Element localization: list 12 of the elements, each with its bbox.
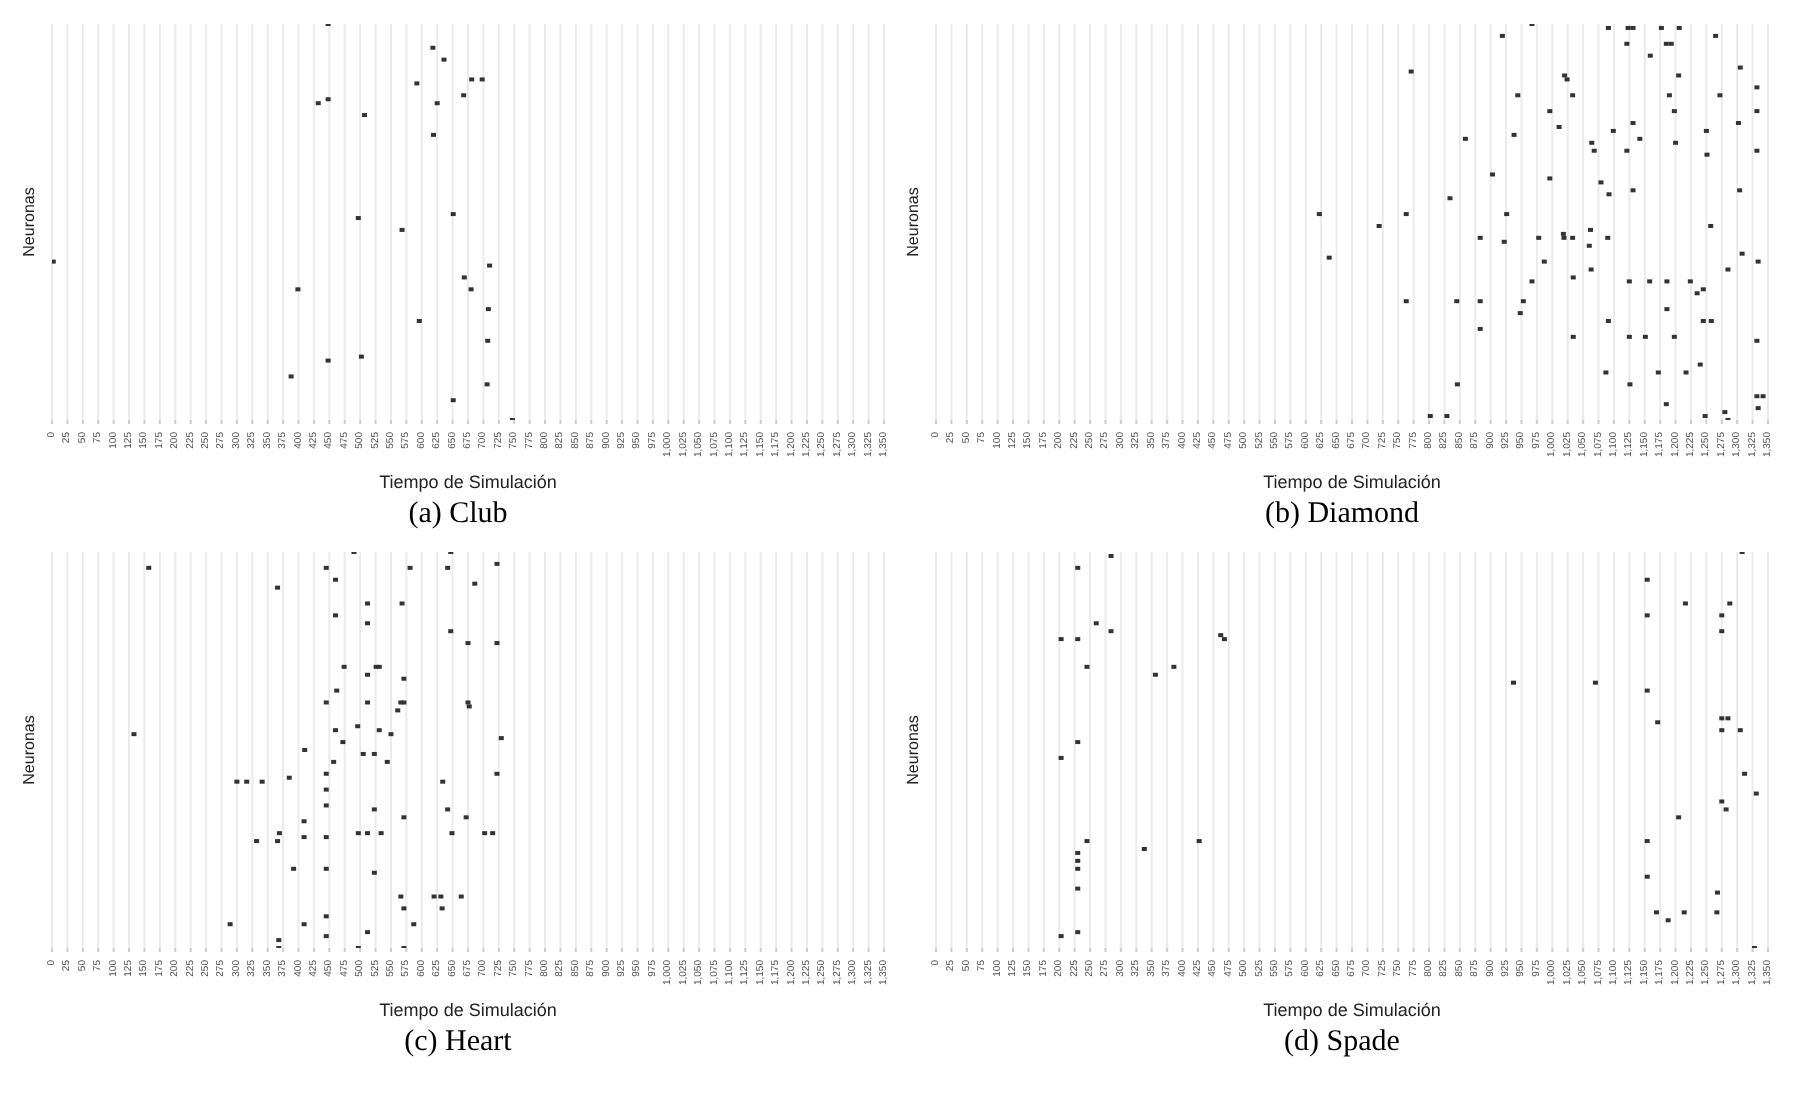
y-axis-title: Neuronas (903, 187, 922, 257)
x-axis-title: Tiempo de Simulación (379, 472, 557, 492)
y-axis-title: Neuronas (19, 715, 38, 785)
x-axis-title: Tiempo de Simulación (1263, 472, 1441, 492)
x-axis-title: Tiempo de Simulación (1263, 1000, 1441, 1020)
x-axis-title: Tiempo de Simulación (379, 1000, 557, 1020)
y-axis-title: Neuronas (903, 715, 922, 785)
y-axis-title: Neuronas (19, 187, 38, 257)
text: (a) Club (406, 496, 510, 534)
text: (d) Spade (1282, 1024, 1402, 1062)
text: (c) Heart (402, 1024, 514, 1062)
text: (b) Diamond (1262, 496, 1422, 534)
